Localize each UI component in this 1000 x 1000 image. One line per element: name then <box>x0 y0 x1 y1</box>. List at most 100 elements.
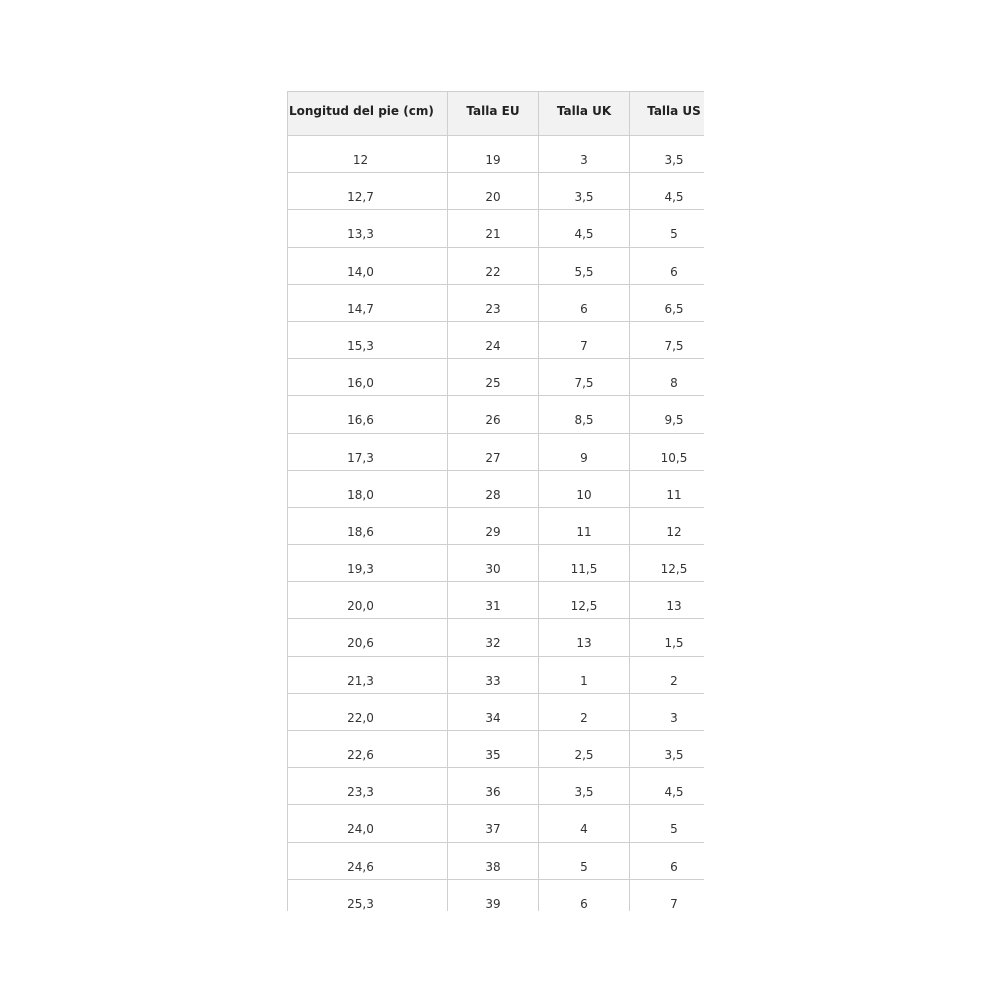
cell-uk-size: 1 <box>538 655 630 694</box>
table-row: 18,0 28 10 11 <box>287 469 704 508</box>
cell-uk-size: 3 <box>538 134 630 174</box>
size-chart-container: Longitud del pie (cm) Talla EU Talla UK … <box>287 91 704 911</box>
cell-foot-length: 22,0 <box>287 692 448 732</box>
header-row: Longitud del pie (cm) Talla EU Talla UK … <box>287 91 704 136</box>
cell-eu-size: 29 <box>447 506 539 546</box>
header-foot-length: Longitud del pie (cm) <box>287 91 448 136</box>
cell-eu-size: 35 <box>447 729 539 769</box>
cell-foot-length: 14,0 <box>287 246 448 285</box>
cell-eu-size: 22 <box>447 246 539 285</box>
cell-uk-size: 11,5 <box>538 544 630 583</box>
cell-us-size: 5 <box>629 209 704 248</box>
cell-us-size: 6 <box>629 841 704 880</box>
cell-us-size: 7,5 <box>629 320 704 360</box>
cell-eu-size: 26 <box>447 395 539 434</box>
cell-eu-size: 23 <box>447 283 539 322</box>
table-row: 12,7 20 3,5 4,5 <box>287 172 704 211</box>
cell-us-size: 8 <box>629 358 704 397</box>
table-row: 16,0 25 7,5 8 <box>287 358 704 397</box>
cell-foot-length: 20,6 <box>287 618 448 657</box>
cell-eu-size: 31 <box>447 581 539 620</box>
table-row: 24,0 37 4 5 <box>287 804 704 843</box>
cell-uk-size: 5,5 <box>538 246 630 285</box>
cell-us-size: 12 <box>629 506 704 546</box>
cell-uk-size: 3,5 <box>538 767 630 806</box>
cell-foot-length: 18,0 <box>287 469 448 508</box>
cell-uk-size: 7,5 <box>538 358 630 397</box>
table-row: 18,6 29 11 12 <box>287 506 704 546</box>
cell-foot-length: 17,3 <box>287 432 448 471</box>
cell-uk-size: 5 <box>538 841 630 880</box>
cell-eu-size: 25 <box>447 358 539 397</box>
cell-eu-size: 39 <box>447 878 539 911</box>
cell-us-size: 1,5 <box>629 618 704 657</box>
cell-foot-length: 16,6 <box>287 395 448 434</box>
cell-us-size: 13 <box>629 581 704 620</box>
cell-eu-size: 27 <box>447 432 539 471</box>
cell-eu-size: 36 <box>447 767 539 806</box>
table-row: 12 19 3 3,5 <box>287 134 704 174</box>
shoe-size-table: Longitud del pie (cm) Talla EU Talla UK … <box>287 91 704 911</box>
table-row: 21,3 33 1 2 <box>287 655 704 694</box>
cell-foot-length: 22,6 <box>287 729 448 769</box>
cell-us-size: 3 <box>629 692 704 732</box>
cell-uk-size: 2 <box>538 692 630 732</box>
table-row: 19,3 30 11,5 12,5 <box>287 544 704 583</box>
table-row: 13,3 21 4,5 5 <box>287 209 704 248</box>
cell-uk-size: 3,5 <box>538 172 630 211</box>
cell-foot-length: 24,6 <box>287 841 448 880</box>
table-row: 20,6 32 13 1,5 <box>287 618 704 657</box>
table-row: 16,6 26 8,5 9,5 <box>287 395 704 434</box>
cell-foot-length: 15,3 <box>287 320 448 360</box>
cell-eu-size: 33 <box>447 655 539 694</box>
cell-foot-length: 12 <box>287 134 448 174</box>
cell-eu-size: 30 <box>447 544 539 583</box>
cell-uk-size: 4 <box>538 804 630 843</box>
cell-foot-length: 12,7 <box>287 172 448 211</box>
table-row: 14,0 22 5,5 6 <box>287 246 704 285</box>
cell-uk-size: 4,5 <box>538 209 630 248</box>
cell-us-size: 12,5 <box>629 544 704 583</box>
cell-us-size: 4,5 <box>629 172 704 211</box>
cell-uk-size: 6 <box>538 878 630 911</box>
cell-uk-size: 10 <box>538 469 630 508</box>
cell-uk-size: 6 <box>538 283 630 322</box>
cell-us-size: 9,5 <box>629 395 704 434</box>
table-row: 17,3 27 9 10,5 <box>287 432 704 471</box>
cell-uk-size: 9 <box>538 432 630 471</box>
cell-foot-length: 20,0 <box>287 581 448 620</box>
table-row: 23,3 36 3,5 4,5 <box>287 767 704 806</box>
cell-uk-size: 2,5 <box>538 729 630 769</box>
cell-us-size: 3,5 <box>629 134 704 174</box>
header-uk-size: Talla UK <box>538 91 630 136</box>
cell-us-size: 3,5 <box>629 729 704 769</box>
table-row: 14,7 23 6 6,5 <box>287 283 704 322</box>
table-row: 24,6 38 5 6 <box>287 841 704 880</box>
cell-uk-size: 11 <box>538 506 630 546</box>
cell-eu-size: 28 <box>447 469 539 508</box>
cell-us-size: 10,5 <box>629 432 704 471</box>
cell-uk-size: 8,5 <box>538 395 630 434</box>
cell-eu-size: 37 <box>447 804 539 843</box>
table-row: 22,6 35 2,5 3,5 <box>287 729 704 769</box>
cell-foot-length: 16,0 <box>287 358 448 397</box>
cell-eu-size: 32 <box>447 618 539 657</box>
cell-eu-size: 20 <box>447 172 539 211</box>
cell-us-size: 6 <box>629 246 704 285</box>
table-row: 20,0 31 12,5 13 <box>287 581 704 620</box>
cell-foot-length: 25,3 <box>287 878 448 911</box>
table-row: 22,0 34 2 3 <box>287 692 704 732</box>
cell-foot-length: 13,3 <box>287 209 448 248</box>
cell-uk-size: 13 <box>538 618 630 657</box>
cell-us-size: 11 <box>629 469 704 508</box>
cell-eu-size: 34 <box>447 692 539 732</box>
cell-foot-length: 24,0 <box>287 804 448 843</box>
cell-uk-size: 7 <box>538 320 630 360</box>
cell-us-size: 2 <box>629 655 704 694</box>
cell-foot-length: 14,7 <box>287 283 448 322</box>
cell-eu-size: 24 <box>447 320 539 360</box>
header-eu-size: Talla EU <box>447 91 539 136</box>
cell-foot-length: 23,3 <box>287 767 448 806</box>
cell-eu-size: 19 <box>447 134 539 174</box>
cell-eu-size: 38 <box>447 841 539 880</box>
